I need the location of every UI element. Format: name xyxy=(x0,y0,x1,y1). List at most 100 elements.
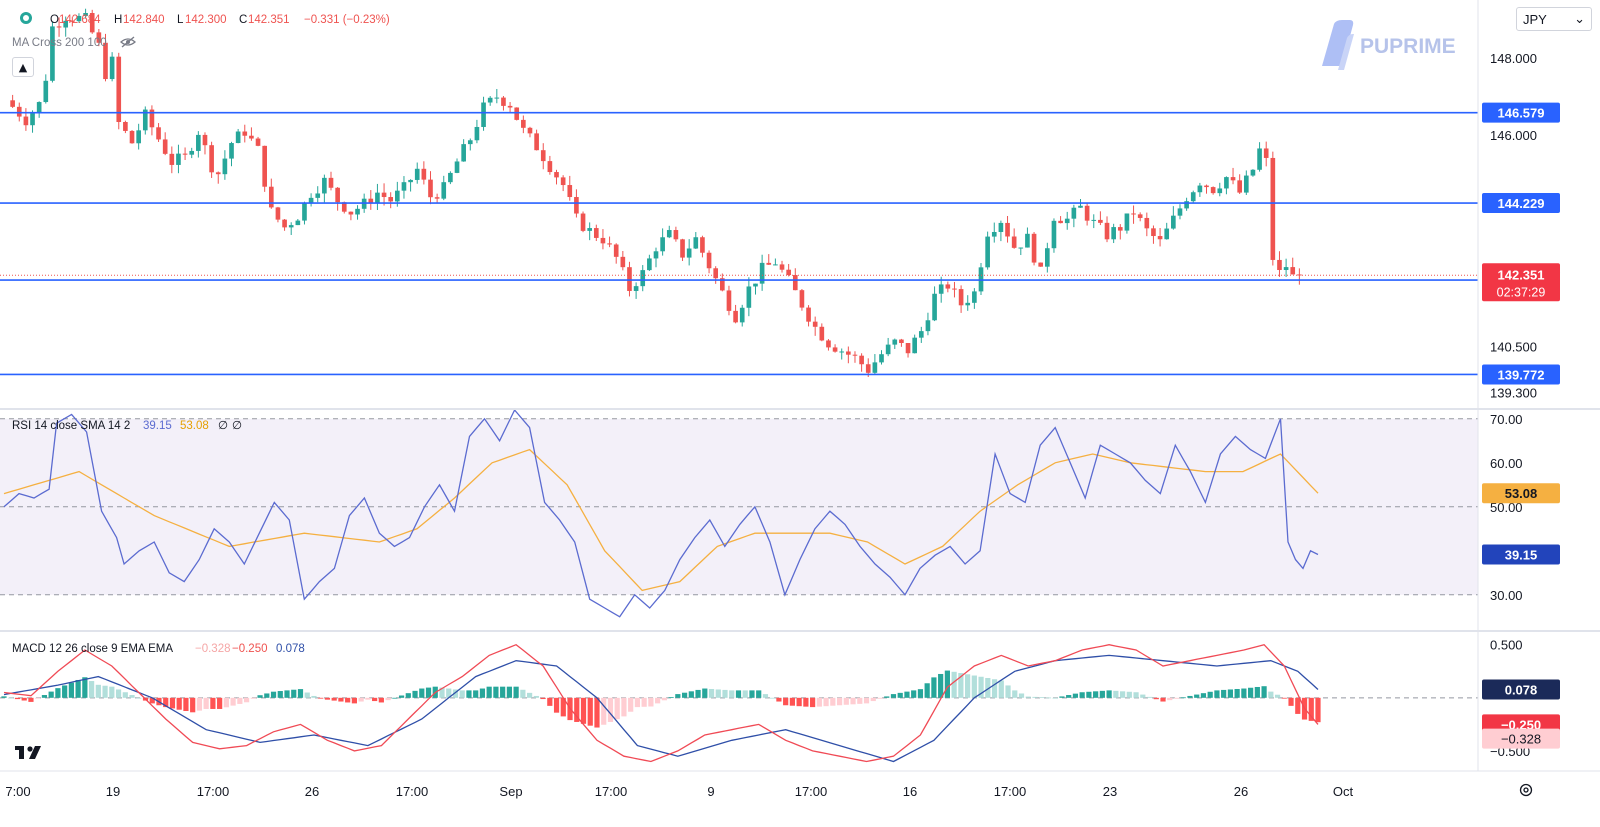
candle-body xyxy=(328,177,334,188)
candle-body xyxy=(885,344,891,355)
macd-histogram-bar xyxy=(439,687,445,698)
macd-value-tag xyxy=(1482,728,1560,749)
level-tag-label: 144.229 xyxy=(1498,196,1545,211)
macd-histogram-bar xyxy=(1187,695,1193,698)
macd-pane[interactable] xyxy=(0,643,1478,763)
candle-body xyxy=(766,262,772,265)
macd-histogram-bar xyxy=(14,697,21,700)
candle-body xyxy=(43,80,49,103)
macd-histogram-bar xyxy=(324,697,331,700)
candle-body xyxy=(401,182,407,191)
macd-histogram-bar xyxy=(560,697,566,717)
collapse-legend-button[interactable]: ▲ xyxy=(12,57,34,77)
candle-body xyxy=(1250,169,1256,176)
currency-selector[interactable]: JPY ⌄ xyxy=(1516,7,1592,31)
macd-histogram-bar xyxy=(257,695,263,698)
candle-body xyxy=(295,220,301,226)
eye-icon[interactable] xyxy=(120,36,136,48)
candle-body xyxy=(620,256,626,268)
macd-histogram-bar xyxy=(62,685,68,698)
candle-body xyxy=(408,179,413,183)
tradingview-logo-icon[interactable] xyxy=(15,746,41,759)
candle-body xyxy=(1184,201,1189,209)
macd-histogram-bar xyxy=(769,697,775,699)
candle-body xyxy=(938,284,944,294)
ma-indicator-label[interactable]: MA Cross 200 100 xyxy=(12,37,107,49)
candle-body xyxy=(1290,267,1296,275)
candle-body xyxy=(991,231,997,237)
macd-histogram-bar xyxy=(749,690,755,698)
macd-histogram-bar xyxy=(237,697,243,704)
candle-body xyxy=(282,219,287,228)
macd-histogram-bar xyxy=(823,697,829,707)
macd-histogram-bar xyxy=(1295,697,1301,714)
candle-body xyxy=(647,258,652,271)
macd-histogram-bar xyxy=(810,697,816,708)
macd-histogram-bar xyxy=(372,697,378,702)
candle-body xyxy=(972,291,977,303)
macd-histogram-bar xyxy=(35,697,41,699)
macd-histogram-bar xyxy=(1146,696,1153,698)
macd-histogram-bar xyxy=(1099,690,1105,698)
macd-histogram-bar xyxy=(574,697,580,722)
price-tags: 146.579144.229142.226139.772142.35102:37… xyxy=(1482,102,1560,749)
price-pane[interactable] xyxy=(0,8,1478,377)
macd-histogram-bar xyxy=(1052,697,1058,699)
macd-tick-label: 0.500 xyxy=(1490,638,1523,653)
candle-body xyxy=(1117,227,1123,231)
macd-histogram-bar xyxy=(392,697,398,699)
time-tick-label: 17:00 xyxy=(795,784,828,799)
candle-body xyxy=(242,131,248,136)
macd-histogram-bar xyxy=(89,681,95,698)
macd-histogram-bar xyxy=(708,688,715,698)
rsi-pane[interactable] xyxy=(0,408,1478,618)
candle-body xyxy=(666,230,672,238)
close-value: 142.351 xyxy=(248,14,290,26)
level-tag xyxy=(1482,193,1560,214)
macd-histogram-bar xyxy=(1133,692,1139,698)
candle-body xyxy=(1045,248,1050,267)
macd-histogram-bar xyxy=(75,679,81,698)
candle-body xyxy=(395,190,400,202)
open-value: 142.684 xyxy=(59,14,101,26)
candle-body xyxy=(249,135,254,139)
candle-body xyxy=(441,182,447,199)
macd-histogram-bar xyxy=(553,697,560,713)
candle-body xyxy=(467,140,473,145)
gear-icon[interactable] xyxy=(1519,783,1533,797)
high-label: H xyxy=(114,14,122,26)
candle-body xyxy=(859,355,864,365)
macd-histogram-bar xyxy=(486,686,492,698)
low-label: L xyxy=(177,14,184,26)
macd-histogram-bar xyxy=(291,689,297,698)
candle-body xyxy=(773,264,778,266)
macd-signal-line xyxy=(3,654,1319,763)
time-tick-label: 16 xyxy=(903,784,917,799)
macd-histogram-bar xyxy=(1315,697,1321,723)
candle-body xyxy=(839,351,845,353)
macd-histogram-bar xyxy=(311,695,317,698)
macd-histogram-bar xyxy=(628,697,634,712)
candle-body xyxy=(1277,259,1282,270)
candle-body xyxy=(786,269,791,276)
time-tick-label: 17:00 xyxy=(197,784,230,799)
macd-histogram-bar xyxy=(783,697,789,706)
candle-body xyxy=(368,198,374,204)
candle-body xyxy=(574,197,579,214)
candle-body xyxy=(36,102,42,114)
candle-body xyxy=(905,343,911,354)
candle-body xyxy=(109,56,115,80)
macd-histogram-bar xyxy=(277,691,283,698)
candle-body xyxy=(189,150,195,155)
time-tick-label: Oct xyxy=(1333,784,1354,799)
macd-histogram-bar xyxy=(587,697,593,726)
macd-histogram-bar xyxy=(540,697,546,700)
candle-body xyxy=(123,121,128,131)
candle-body xyxy=(129,130,135,144)
macd-histogram-bar xyxy=(1173,697,1180,699)
macd-histogram-bar xyxy=(196,697,203,711)
currency-label: JPY xyxy=(1523,11,1547,27)
macd-histogram-bar xyxy=(607,697,614,722)
rsi-null-1: ∅ xyxy=(218,420,228,432)
candle-body xyxy=(481,102,486,127)
